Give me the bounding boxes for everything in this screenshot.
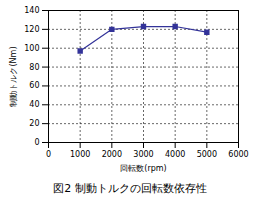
svg-text:0: 0 — [46, 150, 51, 159]
svg-text:0: 0 — [34, 138, 39, 147]
svg-text:2000: 2000 — [102, 150, 122, 159]
svg-text:制動トルク(Nm): 制動トルク(Nm) — [9, 46, 18, 106]
svg-text:140: 140 — [24, 6, 39, 15]
html-text:図2 制動トルクの回転数依存性: 図2 制動トルクの回転数依存性 — [53, 182, 207, 195]
svg-text:120: 120 — [24, 25, 39, 34]
svg-text:40: 40 — [29, 100, 39, 109]
svg-text:5000: 5000 — [197, 150, 217, 159]
svg-text:3000: 3000 — [133, 150, 153, 159]
svg-text:6000: 6000 — [228, 150, 248, 159]
svg-text:60: 60 — [29, 81, 39, 90]
svg-text:80: 80 — [29, 63, 39, 72]
svg-text:20: 20 — [29, 119, 39, 128]
svg-text:4000: 4000 — [165, 150, 185, 159]
svg-text:1000: 1000 — [70, 150, 90, 159]
svg-text:100: 100 — [24, 44, 39, 53]
svg-text:回転数(rpm): 回転数(rpm) — [120, 164, 166, 173]
